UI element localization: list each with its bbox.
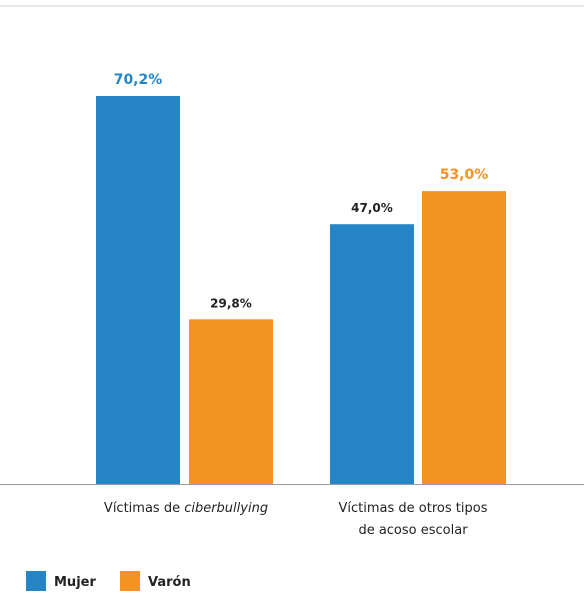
- category-labels-group: Víctimas de ciberbullying Víctimas de otr…: [104, 501, 488, 538]
- value-label: 70,2%: [114, 72, 163, 88]
- value-labels-group: 70,2% 47,0% 29,8% 53,0%: [114, 72, 489, 310]
- category-label: Víctimas de otros tipos: [339, 501, 488, 516]
- category-label: de acoso escolar: [358, 523, 468, 538]
- bars-group: [96, 96, 506, 484]
- bar-var-n-2: [422, 191, 506, 484]
- legend: Mujer Varón: [26, 571, 191, 591]
- bar-mujer-2: [330, 224, 414, 484]
- value-label: 29,8%: [210, 296, 252, 310]
- legend-swatch-var-n: [120, 571, 140, 591]
- legend-label-mujer: Mujer: [54, 575, 96, 590]
- legend-swatch-mujer: [26, 571, 46, 591]
- bar-var-n-1: [189, 319, 273, 484]
- bar-mujer-1: [96, 96, 180, 484]
- value-label: 47,0%: [351, 201, 393, 215]
- legend-label-var-n: Varón: [148, 575, 191, 590]
- category-label: Víctimas de ciberbullying: [104, 501, 268, 516]
- value-label: 53,0%: [440, 167, 489, 183]
